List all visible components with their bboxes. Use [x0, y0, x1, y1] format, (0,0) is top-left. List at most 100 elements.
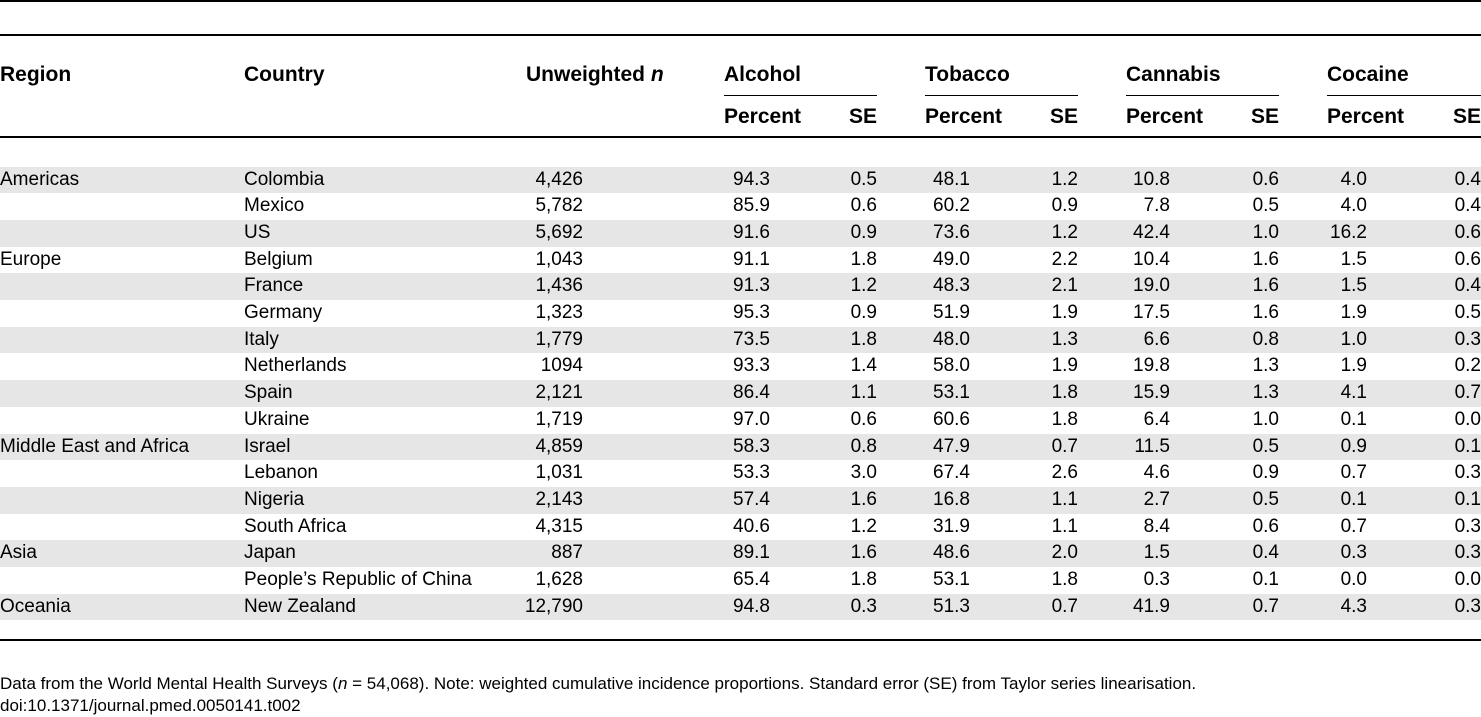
cell-percent: 48.3	[933, 275, 970, 297]
cell-percent: 19.0	[1133, 275, 1170, 297]
cell-percent: 0.3	[1340, 542, 1367, 564]
subheader-tobacco-se: SE	[1049, 105, 1078, 128]
cell-se: 0.7	[1454, 382, 1481, 404]
cell-country: Israel	[244, 435, 291, 457]
cell-se: 0.3	[1454, 462, 1481, 484]
header-unweighted-var: n	[650, 63, 664, 86]
cell-percent: 6.4	[1143, 408, 1170, 430]
cell-percent: 1.0	[1340, 328, 1367, 350]
cell-percent: 86.4	[733, 382, 770, 404]
cell-country: Colombia	[244, 168, 325, 190]
cell-region: Americas	[0, 168, 80, 190]
cell-percent: 91.1	[733, 248, 770, 270]
cell-percent: 93.3	[733, 355, 770, 377]
cell-unweighted-n: 1,779	[535, 328, 583, 350]
row-stripe	[0, 540, 1481, 567]
footnote-part2: = 54,068). Note: weighted cumulative inc…	[347, 674, 1197, 693]
cell-percent: 53.1	[933, 382, 970, 404]
footnote-part1: Data from the World Mental Health Survey…	[0, 674, 338, 693]
cell-percent: 31.9	[933, 515, 970, 537]
cell-percent: 0.1	[1340, 488, 1367, 510]
header-country: Country	[244, 63, 325, 86]
cell-country: Nigeria	[244, 488, 305, 510]
cell-percent: 7.8	[1143, 195, 1170, 217]
cell-se: 0.2	[1454, 355, 1481, 377]
cell-se: 0.9	[850, 221, 877, 243]
cell-country: Germany	[244, 302, 323, 323]
header-group-cocaine: Cocaine	[1327, 63, 1409, 86]
row-stripe	[0, 486, 1481, 514]
cell-percent: 1.9	[1340, 302, 1367, 323]
cell-percent: 65.4	[733, 569, 770, 590]
cell-percent: 2.7	[1143, 488, 1170, 510]
cell-unweighted-n: 1,628	[535, 569, 583, 590]
cell-se: 0.6	[1454, 221, 1481, 243]
cell-percent: 47.9	[933, 435, 970, 457]
cell-se: 1.8	[1051, 408, 1078, 430]
cell-se: 0.0	[1454, 569, 1481, 590]
cell-region: Asia	[0, 542, 37, 564]
cell-unweighted-n: 1,043	[535, 248, 583, 270]
cell-se: 0.8	[850, 435, 877, 457]
cell-percent: 48.1	[933, 168, 970, 190]
cell-percent: 0.7	[1340, 515, 1367, 537]
cell-country: Netherlands	[244, 355, 347, 377]
cell-country: Lebanon	[244, 462, 318, 484]
cell-percent: 19.8	[1133, 355, 1170, 377]
cell-se: 1.8	[1051, 382, 1078, 404]
header-bottom-rule	[0, 136, 1481, 138]
table-top-rule	[0, 0, 1481, 2]
cell-unweighted-n: 4,426	[535, 168, 583, 190]
cell-percent: 40.6	[733, 515, 770, 537]
cell-percent: 4.0	[1340, 168, 1367, 190]
cell-se: 0.9	[850, 302, 877, 323]
header-group-tobacco: Tobacco	[925, 63, 1010, 86]
header-top-rule	[0, 34, 1481, 36]
row-stripe	[0, 433, 1481, 461]
cell-percent: 11.5	[1134, 435, 1170, 457]
cell-se: 1.4	[850, 355, 877, 377]
cell-country: Mexico	[244, 195, 305, 217]
cell-se: 2.6	[1051, 462, 1078, 484]
cell-se: 3.0	[850, 462, 877, 484]
cell-percent: 4.6	[1143, 462, 1170, 484]
row-stripe	[0, 380, 1481, 407]
cell-se: 1.8	[850, 569, 877, 590]
cell-se: 0.1	[1454, 435, 1481, 457]
cell-unweighted-n: 2,121	[535, 382, 583, 404]
cell-se: 0.9	[1051, 195, 1078, 217]
cell-se: 0.6	[850, 408, 877, 430]
cell-percent: 58.0	[933, 355, 970, 377]
cell-percent: 51.9	[933, 302, 970, 323]
cell-percent: 89.1	[733, 542, 770, 564]
cell-country: Japan	[244, 542, 296, 564]
cell-se: 1.6	[1252, 275, 1279, 297]
cell-se: 0.4	[1252, 542, 1279, 564]
cell-se: 0.6	[1454, 248, 1481, 270]
cell-percent: 15.9	[1133, 382, 1170, 404]
cell-se: 1.9	[1051, 302, 1078, 323]
cell-se: 1.0	[1252, 221, 1279, 243]
cell-unweighted-n: 12,790	[524, 595, 583, 617]
row-stripe	[0, 273, 1481, 300]
cell-se: 1.1	[1051, 515, 1078, 537]
cell-se: 2.0	[1051, 542, 1078, 564]
cell-country: Spain	[244, 382, 293, 404]
cell-se: 1.2	[850, 275, 877, 297]
header-group-cannabis: Cannabis	[1126, 63, 1221, 86]
subheader-cannabis-percent: Percent	[1126, 105, 1204, 128]
cell-se: 0.6	[1252, 515, 1279, 537]
cell-se: 1.6	[850, 488, 877, 510]
cell-percent: 91.6	[733, 221, 770, 243]
cell-region: Middle East and Africa	[0, 435, 190, 457]
subheader-cocaine-se: SE	[1452, 105, 1481, 128]
cell-se: 1.0	[1252, 408, 1279, 430]
cell-unweighted-n: 1,323	[535, 302, 583, 323]
cell-se: 2.1	[1051, 275, 1078, 297]
cell-se: 1.8	[850, 248, 877, 270]
cell-se: 1.6	[850, 542, 877, 564]
cell-percent: 53.1	[933, 569, 970, 590]
cell-percent: 10.8	[1133, 168, 1170, 190]
cell-country: Italy	[244, 328, 279, 350]
cell-percent: 97.0	[733, 408, 770, 430]
